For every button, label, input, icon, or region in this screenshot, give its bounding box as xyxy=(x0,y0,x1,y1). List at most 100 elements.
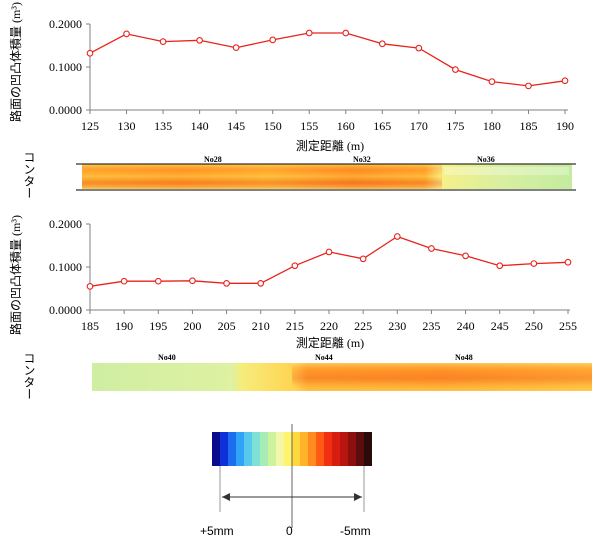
color-scale-cell xyxy=(332,432,340,466)
chart2-x-tick-label: 195 xyxy=(149,319,167,333)
chart1-x-tick-label: 125 xyxy=(81,119,99,133)
chart1-data-point xyxy=(488,78,496,85)
contour-map-2: No40 No44 No48 xyxy=(92,353,592,391)
color-scale-cell xyxy=(308,432,316,466)
color-scale-cell xyxy=(268,432,276,466)
chart1-data-point xyxy=(525,82,532,90)
volume-chart-1: 0.0000 0.1000 0.2000 125 130 135 140 145 150 155… xyxy=(8,2,574,153)
chart2-data-point xyxy=(189,277,196,285)
chart1-data-point xyxy=(86,49,94,57)
chart1-x-tick-label: 140 xyxy=(191,119,209,133)
chart2-x-tick-labels: 185 190 195 200 205 210 215 220 225 230 235 240 245 2… xyxy=(81,319,577,333)
scale-arrow-left-head xyxy=(222,493,230,501)
chart1-data-point xyxy=(232,44,240,52)
color-scale-cell xyxy=(220,432,228,466)
color-scale-cell xyxy=(364,432,372,466)
contour1-marker-no36: No36 xyxy=(477,155,495,164)
chart2-x-tick-label: 210 xyxy=(252,319,270,333)
color-scale-cell xyxy=(276,432,284,466)
chart2-x-tick-label: 200 xyxy=(183,319,201,333)
chart1-data-point xyxy=(378,40,386,48)
scale-right-label: -5mm xyxy=(340,524,371,538)
chart2-data-point xyxy=(530,260,538,267)
chart1-x-tick-label: 145 xyxy=(227,119,245,133)
chart1-y-tick-label: 0.2000 xyxy=(49,17,82,31)
chart2-y-axis-label: 路面の凹凸体積量 (m³) xyxy=(8,215,23,335)
chart1-data-point xyxy=(123,30,130,38)
volume-chart-2: 0.0000 0.1000 0.2000 185 190 195 200 205 210 215… xyxy=(8,215,577,350)
chart1-x-tick-label: 190 xyxy=(556,119,574,133)
chart1-y-tick-label: 0.1000 xyxy=(49,60,82,74)
chart1-series-line xyxy=(89,32,566,87)
chart2-data-point xyxy=(393,233,401,240)
contour2-marker-no48: No48 xyxy=(455,353,473,362)
contour2-marker-no40: No40 xyxy=(158,353,176,362)
contour-map-1: No28 No32 No36 xyxy=(76,155,576,191)
chart1-data-point xyxy=(415,44,423,52)
chart2-data-point xyxy=(291,262,299,270)
chart2-y-tick-labels: 0.0000 0.1000 0.2000 xyxy=(49,217,82,317)
chart2-data-point xyxy=(120,277,128,285)
chart2-y-tick-label: 0.2000 xyxy=(49,217,82,231)
chart1-data-point xyxy=(342,29,350,37)
chart2-x-tick-label: 255 xyxy=(559,319,577,333)
chart2-data-point xyxy=(564,258,572,266)
chart2-data-point xyxy=(154,277,162,285)
color-scale-cell xyxy=(252,432,260,466)
chart1-x-tick-label: 135 xyxy=(154,119,172,133)
chart1-data-point xyxy=(269,36,277,44)
color-scale-cell xyxy=(324,432,332,466)
chart2-x-tick-label: 205 xyxy=(218,319,236,333)
chart1-ticks xyxy=(86,23,566,114)
color-scale-cell xyxy=(212,432,220,466)
color-scale-cell xyxy=(300,432,308,466)
chart2-data-point xyxy=(325,248,333,256)
chart1-x-tick-labels: 125 130 135 140 145 150 155 160 165 170 175 180 185 1… xyxy=(81,119,574,133)
chart2-x-axis-label: 測定距離 (m) xyxy=(296,335,364,350)
chart1-x-tick-label: 165 xyxy=(373,119,391,133)
chart1-data-point xyxy=(196,36,203,44)
chart2-data-point xyxy=(428,245,435,252)
chart1-x-tick-label: 185 xyxy=(519,119,537,133)
chart1-x-tick-label: 180 xyxy=(483,119,501,133)
chart2-series-points xyxy=(86,233,572,290)
chart2-x-tick-label: 240 xyxy=(457,319,475,333)
chart1-y-axis-label: 路面の凹凸体積量 (m³) xyxy=(8,2,23,122)
chart2-y-tick-label: 0.1000 xyxy=(49,260,82,274)
chart2-x-tick-label: 220 xyxy=(320,319,338,333)
color-scale-cell xyxy=(260,432,268,466)
chart2-x-tick-label: 225 xyxy=(354,319,372,333)
chart2-x-tick-label: 215 xyxy=(286,319,304,333)
chart2-y-tick-label: 0.0000 xyxy=(49,303,82,317)
color-scale-cell xyxy=(340,432,348,466)
chart2-x-tick-label: 250 xyxy=(525,319,543,333)
chart2-data-point xyxy=(223,279,230,287)
chart2-x-tick-label: 230 xyxy=(388,319,406,333)
chart1-x-tick-label: 160 xyxy=(337,119,355,133)
chart1-y-tick-labels: 0.0000 0.1000 0.2000 xyxy=(49,17,82,117)
chart2-ticks xyxy=(86,223,569,314)
chart1-data-point xyxy=(561,77,569,85)
contour2-marker-no44: No44 xyxy=(315,353,333,362)
color-scale-cell xyxy=(284,432,292,466)
color-scale-cell xyxy=(316,432,324,466)
chart2-x-tick-label: 235 xyxy=(422,319,440,333)
chart2-data-point xyxy=(86,282,94,290)
color-scale-cell xyxy=(356,432,364,466)
chart2-x-tick-label: 185 xyxy=(81,319,99,333)
chart1-series-points xyxy=(86,29,569,90)
chart1-x-tick-label: 170 xyxy=(410,119,428,133)
scale-arrow-right-head xyxy=(354,493,362,501)
chart1-data-point xyxy=(452,66,459,73)
contour1-marker-no28: No28 xyxy=(204,155,222,164)
chart2-series-line xyxy=(89,235,569,287)
chart1-x-tick-label: 175 xyxy=(446,119,464,133)
chart1-x-tick-label: 155 xyxy=(300,119,318,133)
chart1-x-axis-label: 測定距離 (m) xyxy=(296,138,364,153)
chart1-x-tick-label: 130 xyxy=(118,119,136,133)
scale-center-label: 0 xyxy=(286,524,293,538)
chart1-y-tick-label: 0.0000 xyxy=(49,103,82,117)
color-scale-cell xyxy=(348,432,356,466)
color-scale-cell xyxy=(228,432,236,466)
color-scale-cell xyxy=(244,432,252,466)
